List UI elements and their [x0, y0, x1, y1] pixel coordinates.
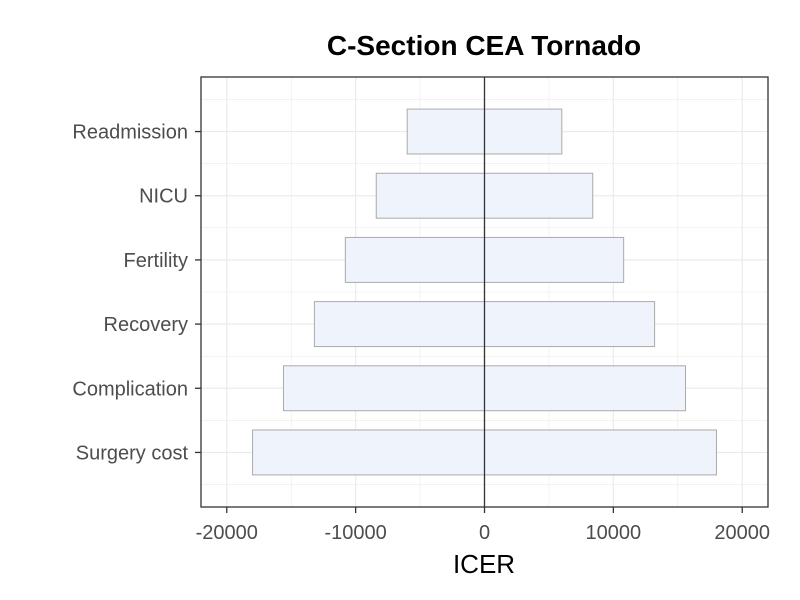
x-tick-label: 20000: [714, 522, 770, 544]
y-tick-label-fertility: Fertility: [124, 250, 188, 272]
x-tick-label: -10000: [324, 522, 386, 544]
y-tick-label-surgery-cost: Surgery cost: [76, 442, 189, 464]
y-tick-label-complication: Complication: [72, 378, 188, 400]
chart-title: C-Section CEA Tornado: [327, 30, 641, 61]
x-tick-label: 10000: [586, 522, 642, 544]
x-tick-label: -20000: [196, 522, 258, 544]
x-axis: -20000 -10000 0 10000 20000: [196, 507, 770, 544]
x-axis-title: ICER: [453, 549, 515, 579]
y-tick-label-recovery: Recovery: [104, 314, 188, 336]
y-axis: Surgery cost Complication Recovery Fertilit…: [72, 122, 201, 464]
y-tick-label-nicu: NICU: [139, 186, 188, 208]
x-tick-label: 0: [479, 522, 490, 544]
y-tick-label-readmission: Readmission: [72, 122, 188, 144]
